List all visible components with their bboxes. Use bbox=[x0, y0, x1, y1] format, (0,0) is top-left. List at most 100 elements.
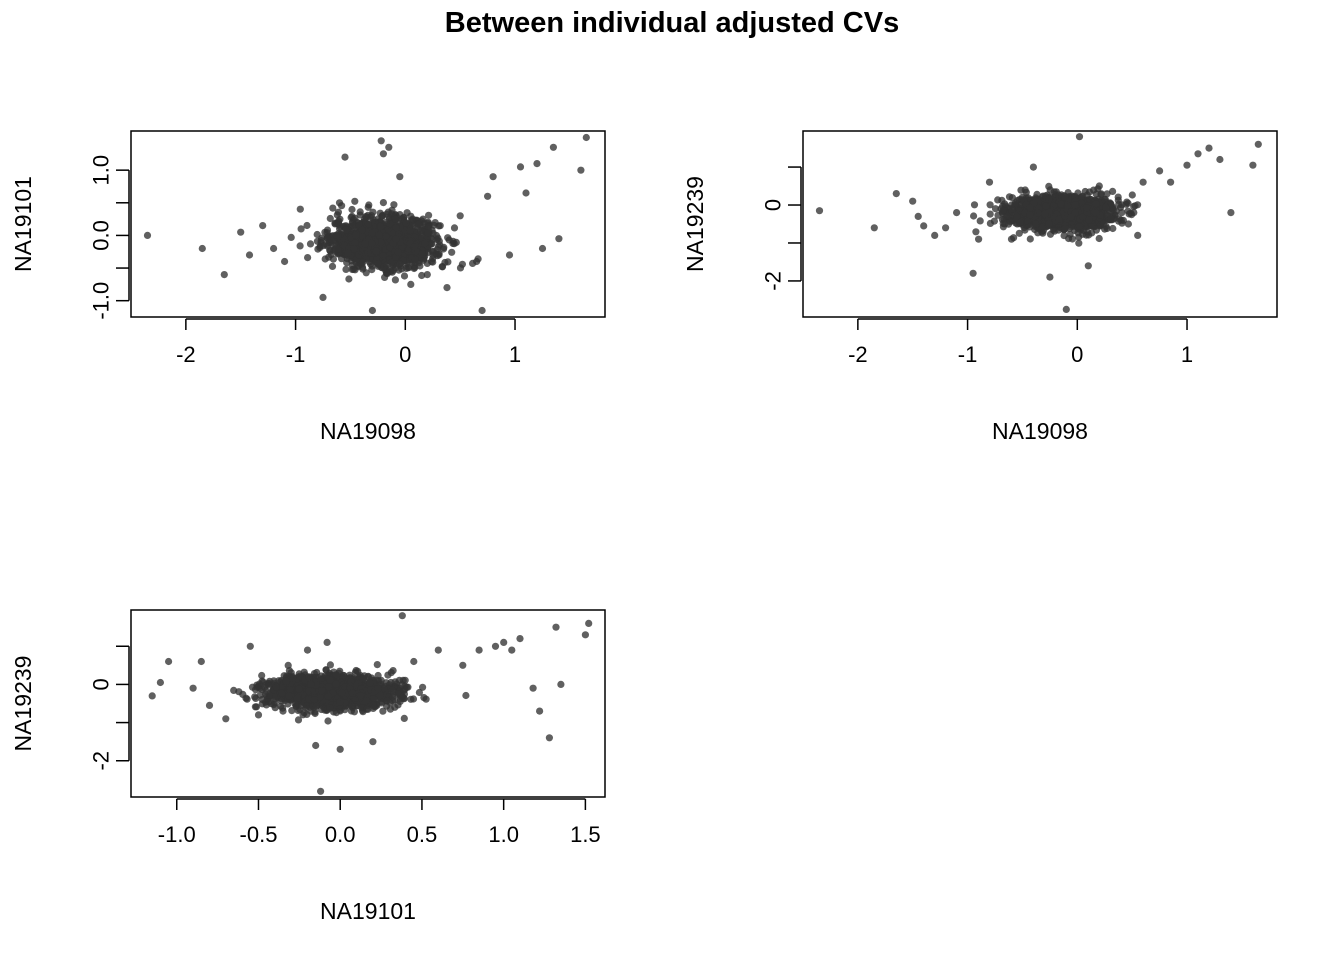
point bbox=[306, 240, 315, 248]
point bbox=[998, 196, 1006, 204]
point bbox=[1061, 193, 1069, 201]
outlier-point bbox=[323, 638, 331, 647]
point bbox=[262, 701, 270, 709]
y-axis: -2 0 bbox=[761, 166, 802, 291]
outlier-point bbox=[197, 657, 205, 666]
point bbox=[380, 684, 388, 693]
point bbox=[321, 255, 329, 263]
point bbox=[423, 259, 431, 267]
point bbox=[415, 688, 423, 697]
point bbox=[307, 680, 315, 688]
x-tick-label: 0.5 bbox=[407, 822, 438, 847]
point bbox=[262, 681, 270, 689]
outlier-point bbox=[953, 209, 961, 217]
point bbox=[323, 234, 331, 242]
point bbox=[425, 211, 433, 219]
point bbox=[970, 201, 979, 209]
point bbox=[304, 254, 312, 262]
point bbox=[424, 229, 432, 237]
outlier-point bbox=[522, 189, 530, 197]
outlier-point bbox=[1029, 163, 1037, 171]
outlier-point bbox=[198, 244, 206, 253]
point bbox=[293, 694, 301, 703]
point bbox=[1102, 203, 1110, 211]
point bbox=[325, 683, 333, 691]
outlier-point bbox=[1007, 235, 1016, 243]
outlier-point bbox=[1046, 273, 1054, 281]
outlier-point bbox=[398, 612, 406, 620]
outlier-point bbox=[909, 197, 917, 205]
outlier-point bbox=[1254, 140, 1262, 148]
x-tick-label: 1.5 bbox=[570, 822, 601, 847]
point bbox=[1057, 200, 1065, 208]
point bbox=[1051, 192, 1059, 201]
outlier-point bbox=[246, 642, 254, 650]
point bbox=[361, 240, 369, 248]
point bbox=[972, 228, 980, 236]
point bbox=[999, 219, 1007, 227]
point bbox=[448, 248, 456, 256]
point bbox=[358, 226, 366, 234]
outlier-point bbox=[1194, 150, 1202, 158]
point bbox=[338, 255, 346, 263]
point bbox=[354, 667, 362, 676]
point bbox=[366, 679, 374, 687]
point bbox=[252, 703, 261, 711]
point bbox=[282, 677, 290, 686]
point bbox=[359, 675, 367, 683]
point bbox=[284, 661, 292, 670]
outlier-point bbox=[529, 684, 537, 692]
point bbox=[359, 258, 367, 266]
outlier-point bbox=[165, 657, 173, 666]
point bbox=[390, 201, 398, 209]
point bbox=[970, 212, 978, 220]
outlier-point bbox=[245, 251, 254, 259]
point bbox=[395, 266, 403, 274]
point bbox=[296, 242, 304, 250]
x-axis: -1.0 -0.5 0.0 0.5 1.0 1.5 bbox=[158, 798, 601, 847]
outlier-point bbox=[459, 661, 467, 669]
outlier-point bbox=[385, 143, 393, 151]
point bbox=[336, 698, 344, 706]
outlier-point bbox=[1216, 155, 1224, 164]
point bbox=[1026, 204, 1034, 212]
point bbox=[329, 255, 337, 263]
point bbox=[303, 710, 311, 719]
point bbox=[1031, 220, 1040, 228]
outlier-point bbox=[259, 222, 267, 230]
point bbox=[342, 226, 350, 234]
point bbox=[1042, 202, 1050, 210]
outlier-point bbox=[1156, 167, 1164, 175]
point bbox=[312, 702, 320, 710]
outlier-point bbox=[279, 707, 287, 715]
point bbox=[350, 265, 358, 273]
point bbox=[252, 694, 260, 703]
outlier-point bbox=[148, 692, 156, 700]
point bbox=[258, 671, 266, 680]
outlier-point bbox=[870, 224, 878, 232]
point bbox=[345, 275, 353, 283]
point bbox=[411, 256, 419, 264]
point bbox=[391, 678, 399, 686]
point bbox=[364, 211, 372, 219]
outlier-point bbox=[920, 222, 928, 230]
point bbox=[1017, 186, 1025, 194]
outlier-point bbox=[975, 235, 983, 243]
point bbox=[305, 695, 313, 703]
point bbox=[1095, 234, 1103, 243]
point bbox=[287, 233, 295, 241]
y-tick-label: 1.0 bbox=[89, 155, 114, 186]
point bbox=[230, 686, 238, 695]
point bbox=[1041, 210, 1049, 218]
point bbox=[321, 228, 329, 236]
x-axis: -2 -1 0 1 bbox=[848, 318, 1193, 367]
point bbox=[432, 231, 441, 240]
point bbox=[326, 214, 334, 223]
point bbox=[1103, 190, 1111, 198]
point bbox=[258, 695, 266, 704]
outlier-point bbox=[475, 646, 483, 654]
point bbox=[1078, 230, 1087, 238]
point bbox=[400, 714, 408, 723]
point bbox=[326, 676, 334, 684]
point bbox=[429, 251, 437, 259]
